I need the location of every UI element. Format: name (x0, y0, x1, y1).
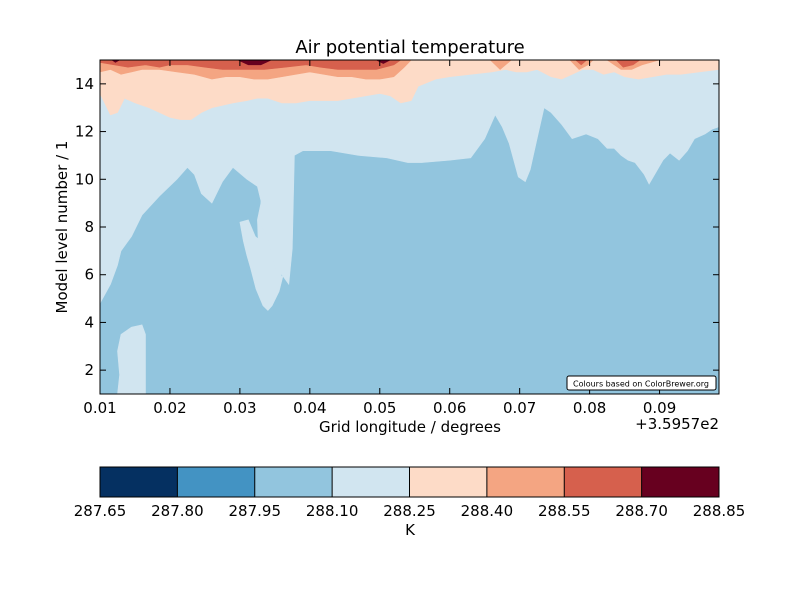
y-tick-label: 4 (84, 313, 94, 331)
y-axis-label: Model level number / 1 (53, 141, 71, 314)
x-tick-label: 0.07 (503, 399, 536, 417)
contour-region-7 (100, 324, 146, 394)
colorbar-tick-label: 288.10 (306, 502, 359, 520)
y-tick-label: 8 (84, 218, 94, 236)
y-tick-label: 6 (84, 266, 94, 284)
colorbar-tick-label: 287.80 (151, 502, 204, 520)
annotation-text: Colours based on ColorBrewer.org (573, 380, 709, 389)
colorbar-segment (177, 467, 255, 497)
x-tick-label: 0.09 (643, 399, 676, 417)
colorbar-label: K (405, 521, 416, 539)
contour-layer (100, 60, 719, 394)
colorbar-segment (641, 467, 719, 497)
colorbar: 287.65 287.80 287.95 288.10 288.25 288.40 288.… (74, 466, 746, 520)
colorbar-tick-label: 288.85 (693, 502, 746, 520)
contour-region-16 (575, 60, 588, 66)
x-tick-label: 0.05 (363, 399, 396, 417)
y-axis: 2 4 6 8 10 12 14 (75, 75, 719, 379)
colorbar-segment (564, 467, 642, 497)
x-tick-label: 0.04 (293, 399, 326, 417)
contour-region-9 (100, 60, 719, 304)
colorbar-tick-label: 288.25 (383, 502, 436, 520)
colorbar-tick-label: 288.70 (615, 502, 668, 520)
x-axis: 0.01 0.02 0.03 0.04 0.05 0.06 0.07 0.08 0.09 (83, 60, 676, 417)
colorbar-tick-label: 287.65 (74, 502, 127, 520)
colorbar-frame (99, 466, 720, 498)
chart-title: Air potential temperature (295, 37, 524, 58)
y-tick-label: 2 (84, 361, 94, 379)
x-axis-offset-label: +3.5957e2 (635, 415, 719, 433)
x-tick-label: 0.03 (223, 399, 256, 417)
colorbrewer-annotation: Colours based on ColorBrewer.org (566, 375, 717, 391)
colorbar-segment (254, 467, 333, 497)
colorbar-tick-label: 288.40 (461, 502, 514, 520)
colorbar-segment (100, 467, 178, 497)
x-tick-label: 0.06 (433, 399, 466, 417)
contour-region-18 (111, 60, 121, 63)
contour-region-19 (237, 60, 272, 66)
x-tick-label: 0.01 (83, 399, 116, 417)
contour-region-17 (615, 60, 641, 68)
y-tick-label: 14 (75, 75, 94, 93)
x-tick-label: 0.02 (153, 399, 186, 417)
contour-region-12 (489, 60, 512, 70)
y-tick-label: 12 (75, 123, 94, 141)
colorbar-segment (486, 467, 565, 497)
colorbar-tick-label: 288.55 (538, 502, 591, 520)
y-tick-label: 10 (75, 170, 94, 188)
colorbar-tick-label: 287.95 (229, 502, 282, 520)
x-axis-label: Grid longitude / degrees (319, 418, 501, 436)
colorbar-segment (409, 467, 487, 497)
x-tick-label: 0.08 (573, 399, 606, 417)
colorbar-segment (332, 467, 410, 497)
